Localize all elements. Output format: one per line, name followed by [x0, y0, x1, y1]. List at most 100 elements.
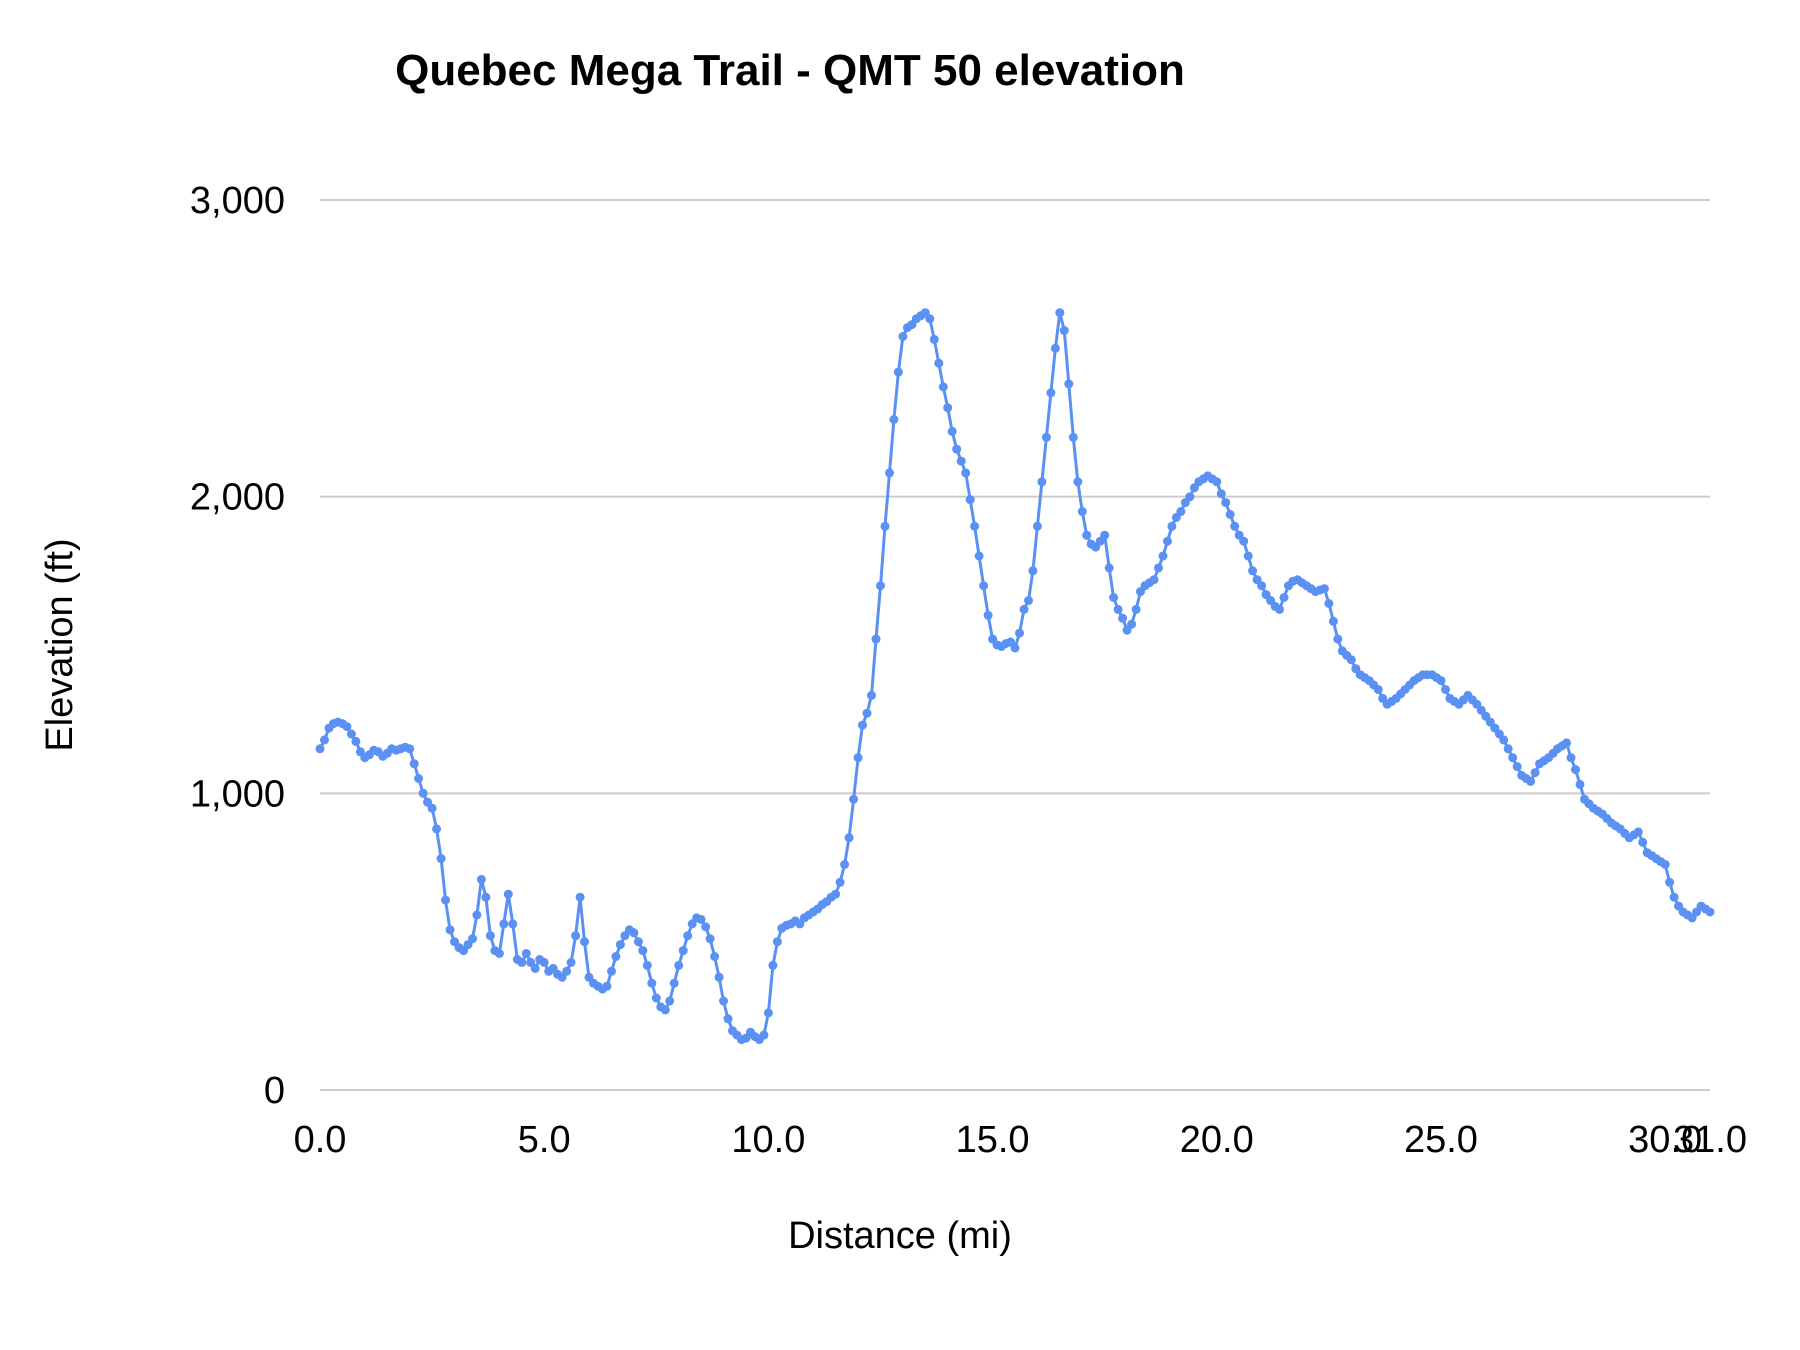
- x-axis-title: Distance (mi): [788, 1215, 1012, 1257]
- data-point-marker: [1216, 489, 1226, 499]
- data-point-marker: [1257, 581, 1267, 591]
- data-point-marker: [1230, 521, 1240, 531]
- data-point-marker: [1212, 477, 1222, 487]
- x-tick-label: 30.0: [1628, 1119, 1702, 1161]
- data-point-marker: [1037, 477, 1047, 487]
- data-point-marker: [494, 949, 504, 958]
- data-point-marker: [1566, 753, 1576, 763]
- data-point-marker: [979, 581, 989, 591]
- data-point-marker: [669, 978, 679, 988]
- data-point-marker: [1185, 492, 1195, 502]
- data-point-marker: [436, 854, 446, 864]
- data-point-marker: [683, 931, 693, 941]
- data-point-marker: [871, 634, 881, 644]
- data-point-marker: [1275, 604, 1284, 614]
- data-point-marker: [1328, 616, 1338, 626]
- y-axis-tick-labels: 0 1,000 2,000 3,000: [190, 180, 285, 1112]
- data-point-marker: [1059, 326, 1069, 335]
- data-point-marker: [1113, 604, 1123, 614]
- series-line: [318, 311, 1712, 1042]
- data-point-marker: [1562, 738, 1571, 748]
- data-point-marker: [1055, 308, 1065, 318]
- data-point-marker: [405, 744, 415, 754]
- data-point-marker: [956, 456, 966, 466]
- data-point-marker: [1041, 432, 1051, 442]
- x-tick-label: 10.0: [731, 1119, 805, 1161]
- data-point-marker: [719, 996, 728, 1006]
- data-point-marker: [1346, 655, 1356, 665]
- data-point-marker: [1073, 477, 1083, 487]
- data-point-marker: [1118, 613, 1128, 623]
- data-point-marker: [647, 978, 657, 988]
- y-tick-label: 0: [264, 1070, 285, 1112]
- data-point-marker: [342, 722, 352, 732]
- data-point-marker: [1243, 551, 1253, 561]
- data-point-marker: [840, 860, 850, 869]
- data-point-marker: [1279, 593, 1289, 602]
- data-point-marker: [571, 931, 581, 941]
- data-point-marker: [468, 934, 477, 944]
- data-point-marker: [1024, 596, 1033, 605]
- data-point-marker: [1526, 777, 1536, 786]
- data-point-marker: [1512, 762, 1522, 772]
- data-point-marker: [1333, 634, 1343, 644]
- data-point-marker: [1669, 892, 1679, 902]
- data-point-marker: [1068, 432, 1078, 442]
- data-point-marker: [1149, 575, 1159, 585]
- data-point-marker: [320, 735, 329, 745]
- data-point-marker: [974, 551, 984, 561]
- data-point-marker: [1665, 877, 1675, 887]
- x-tick-label: 0.0: [294, 1119, 347, 1161]
- data-point-marker: [481, 892, 491, 902]
- data-point-marker: [629, 928, 639, 938]
- data-point-marker: [701, 922, 711, 932]
- data-point-marker: [1127, 619, 1137, 629]
- data-point-marker: [1158, 551, 1168, 561]
- data-point-marker: [530, 963, 540, 973]
- data-point-marker: [943, 403, 953, 413]
- data-point-marker: [723, 1014, 733, 1024]
- data-point-marker: [521, 949, 531, 958]
- data-point-marker: [952, 444, 962, 454]
- x-tick-label: 5.0: [518, 1119, 571, 1161]
- data-point-marker: [539, 957, 549, 967]
- data-point-marker: [517, 957, 527, 967]
- data-point-marker: [351, 736, 361, 746]
- data-point-marker: [925, 314, 935, 324]
- data-point-marker: [409, 759, 419, 769]
- data-point-marker: [665, 996, 675, 1006]
- data-point-marker: [1109, 593, 1119, 602]
- data-point-marker: [1225, 510, 1235, 519]
- data-point-marker: [772, 937, 782, 947]
- data-point-marker: [1019, 604, 1029, 614]
- data-point-marker: [710, 952, 720, 961]
- data-point-marker: [831, 889, 841, 899]
- data-point-marker: [1633, 827, 1643, 837]
- data-point-marker: [1571, 765, 1580, 775]
- x-tick-label: 31.0: [1673, 1119, 1747, 1161]
- data-point-marker: [611, 952, 621, 961]
- data-point-marker: [1575, 779, 1585, 789]
- x-tick-label: 25.0: [1404, 1119, 1478, 1161]
- gridlines: [320, 199, 1710, 1091]
- data-point-marker: [1077, 507, 1087, 516]
- data-point-marker: [705, 934, 715, 944]
- data-point-marker: [835, 877, 845, 887]
- data-point-marker: [1050, 343, 1060, 353]
- data-point-marker: [961, 468, 971, 478]
- data-point-marker: [938, 382, 948, 392]
- data-point-marker: [880, 521, 890, 531]
- data-point-marker: [427, 803, 437, 813]
- y-tick-label: 2,000: [190, 477, 285, 519]
- data-point-marker: [315, 744, 325, 754]
- data-point-marker: [562, 966, 572, 976]
- x-axis-tick-labels: 0.0 5.0 10.0 15.0 20.0 25.0 30.031.0: [294, 1119, 1747, 1161]
- data-point-marker: [1167, 521, 1177, 531]
- data-point-marker: [472, 910, 482, 920]
- data-point-marker: [1046, 388, 1056, 398]
- data-point-marker: [858, 720, 867, 730]
- data-point-marker: [929, 334, 939, 344]
- data-point-marker: [1082, 530, 1092, 540]
- data-point-marker: [885, 468, 894, 478]
- data-point-marker: [503, 889, 513, 899]
